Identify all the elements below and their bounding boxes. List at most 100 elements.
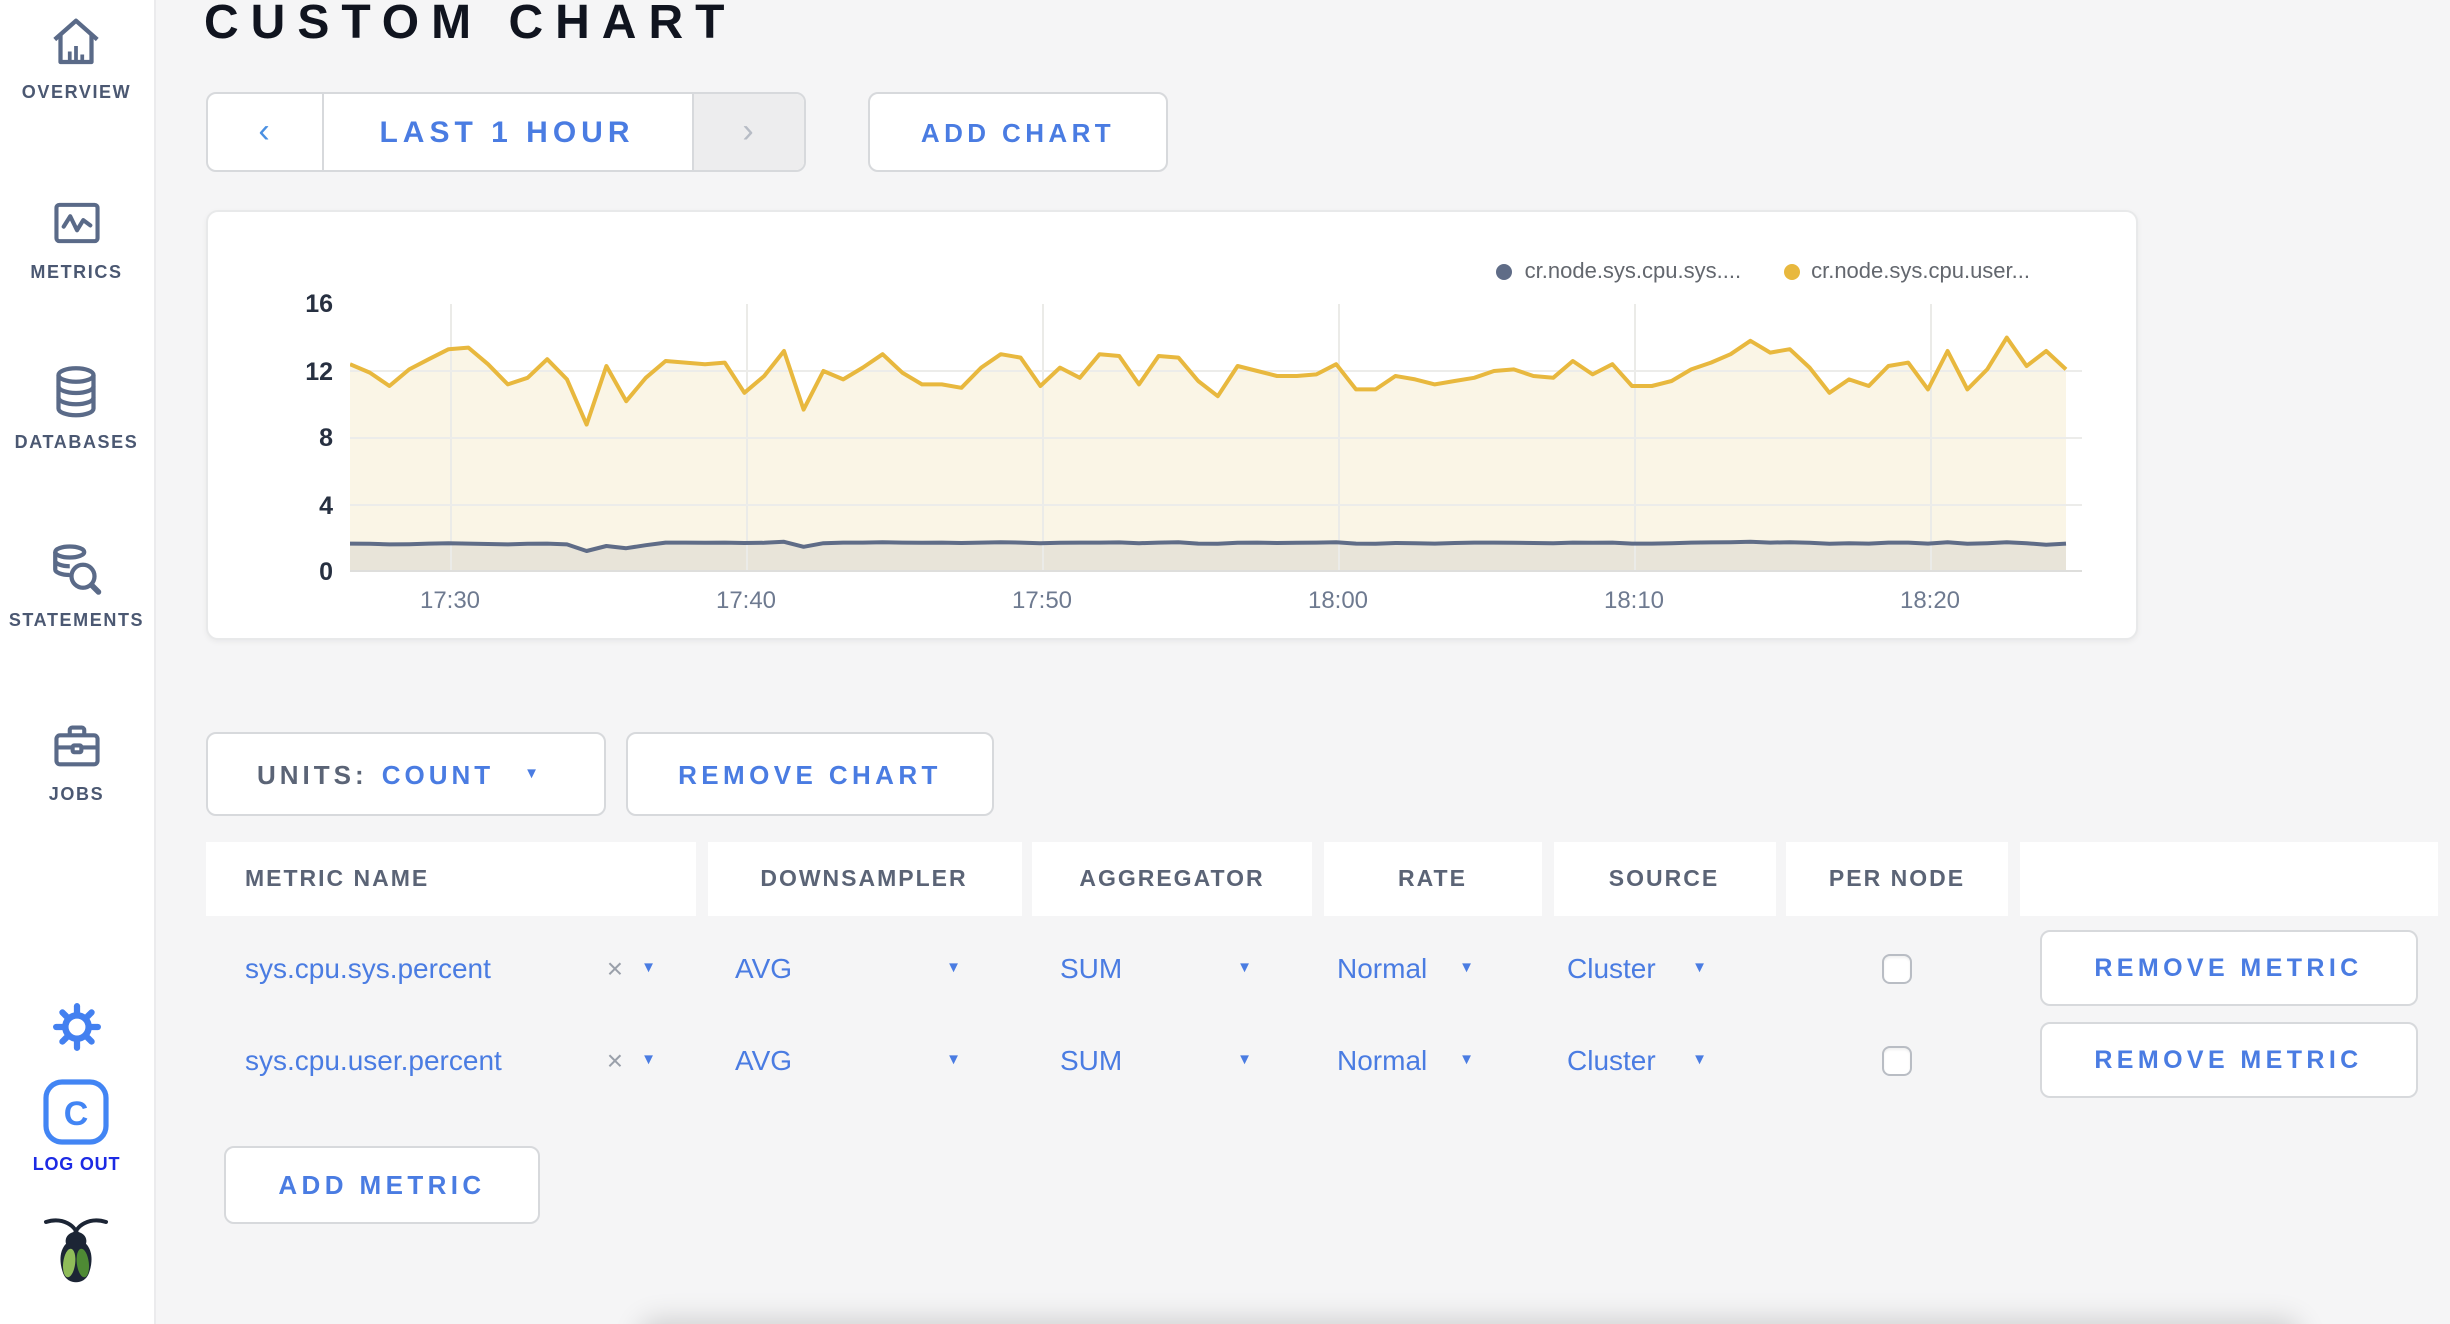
- time-range-prev-button[interactable]: ‹: [207, 94, 321, 170]
- legend-label-sys: cr.node.sys.cpu.sys....: [1524, 260, 1742, 284]
- legend-dot-user: [1783, 264, 1800, 280]
- header-actions: [2019, 842, 2438, 916]
- x-axis-tick: 18:00: [1307, 586, 1369, 614]
- chart-panel: cr.node.sys.cpu.sys.... cr.node.sys.cpu.…: [205, 210, 2138, 640]
- y-axis-tick: 0: [319, 558, 333, 586]
- chevron-down-icon: ▼: [1459, 1050, 1474, 1069]
- aggregator-value: SUM: [1060, 1044, 1123, 1076]
- y-axis-tick: 16: [305, 290, 333, 318]
- cockroach-logo: [0, 1210, 153, 1298]
- downsampler-value: AVG: [735, 1044, 793, 1076]
- home-icon: [53, 18, 100, 65]
- metric-name-dropdown[interactable]: sys.cpu.user.percent × ▼: [205, 1014, 696, 1106]
- time-range-next-button[interactable]: ›: [693, 94, 803, 170]
- metrics-icon: [53, 202, 100, 244]
- chevron-down-icon: ▼: [946, 1050, 961, 1069]
- sidebar-item-databases[interactable]: DATABASES: [0, 362, 153, 452]
- metric-name-value: sys.cpu.user.percent: [245, 1044, 502, 1076]
- rate-dropdown[interactable]: Normal ▼: [1323, 922, 1542, 1014]
- sidebar-item-overview[interactable]: OVERVIEW: [0, 12, 153, 102]
- clear-metric-icon[interactable]: ×: [606, 1044, 624, 1076]
- header-rate: RATE: [1323, 842, 1542, 916]
- metric-row: sys.cpu.sys.percent × ▼ AVG ▼ SUM ▼ Norm…: [205, 922, 2438, 1014]
- header-aggregator: AGGREGATOR: [1032, 842, 1312, 916]
- source-dropdown[interactable]: Cluster ▼: [1553, 922, 1775, 1014]
- databases-icon: [56, 366, 97, 418]
- chevron-down-icon: ▼: [1237, 958, 1252, 977]
- units-dropdown[interactable]: UNITS: COUNT ▼: [205, 732, 605, 816]
- per-node-checkbox[interactable]: [1882, 1045, 1912, 1075]
- add-metric-button[interactable]: ADD METRIC: [224, 1146, 540, 1224]
- header-metric-name: METRIC NAME: [205, 842, 696, 916]
- gear-icon: [52, 1003, 101, 1051]
- chevron-down-icon: ▼: [1692, 958, 1707, 977]
- chevron-down-icon: ▼: [641, 958, 656, 977]
- sidebar-label-databases: DATABASES: [14, 432, 139, 452]
- time-range-label-button[interactable]: LAST 1 HOUR: [321, 94, 693, 170]
- y-axis-tick: 4: [319, 491, 333, 519]
- remove-chart-button[interactable]: REMOVE CHART: [626, 732, 994, 816]
- time-range-selector: ‹ LAST 1 HOUR ›: [205, 92, 805, 172]
- downsampler-dropdown[interactable]: AVG ▼: [707, 922, 1021, 1014]
- source-value: Cluster: [1567, 952, 1656, 984]
- chart-legend: cr.node.sys.cpu.sys.... cr.node.sys.cpu.…: [1496, 260, 2030, 284]
- actions-cell: REMOVE METRIC: [2019, 922, 2438, 1014]
- sidebar-item-jobs[interactable]: JOBS: [0, 716, 153, 804]
- aggregator-value: SUM: [1060, 952, 1123, 984]
- line-chart-plot-area: [349, 304, 2081, 572]
- cockroach-bug-icon: [44, 1218, 109, 1283]
- chevron-down-icon: ▼: [641, 1050, 656, 1069]
- legend-item-user[interactable]: cr.node.sys.cpu.user...: [1783, 260, 2030, 284]
- source-dropdown[interactable]: Cluster ▼: [1553, 1014, 1775, 1106]
- clear-metric-icon[interactable]: ×: [606, 952, 624, 984]
- header-source: SOURCE: [1553, 842, 1775, 916]
- x-axis-tick: 18:20: [1899, 586, 1961, 614]
- sidebar-label-overview: OVERVIEW: [21, 82, 132, 102]
- settings-button[interactable]: [0, 1002, 153, 1052]
- remove-metric-button[interactable]: REMOVE METRIC: [2039, 1022, 2418, 1098]
- jobs-icon: [53, 725, 100, 767]
- chevron-down-icon: ▼: [946, 958, 961, 977]
- legend-label-user: cr.node.sys.cpu.user...: [1811, 260, 2030, 284]
- add-chart-button[interactable]: ADD CHART: [868, 92, 1168, 172]
- legend-dot-sys: [1496, 264, 1513, 280]
- rate-value: Normal: [1337, 1044, 1428, 1076]
- cockroach-c-icon: C: [43, 1079, 110, 1145]
- per-node-cell: [1786, 1014, 2008, 1106]
- page-title: CUSTOM CHART: [204, 0, 737, 50]
- svg-text:C: C: [64, 1095, 89, 1133]
- chevron-right-icon: ›: [742, 112, 754, 150]
- sidebar-label-statements: STATEMENTS: [8, 610, 145, 630]
- aggregator-dropdown[interactable]: SUM ▼: [1032, 1014, 1312, 1106]
- downsampler-value: AVG: [735, 952, 793, 984]
- chevron-left-icon: ‹: [258, 112, 270, 150]
- legend-item-sys[interactable]: cr.node.sys.cpu.sys....: [1496, 260, 1742, 284]
- rate-dropdown[interactable]: Normal ▼: [1323, 1014, 1542, 1106]
- source-value: Cluster: [1567, 1044, 1656, 1076]
- y-axis-tick: 8: [319, 424, 333, 452]
- sidebar-item-metrics[interactable]: METRICS: [0, 194, 153, 282]
- sidebar-label-metrics: METRICS: [30, 262, 123, 282]
- metric-name-dropdown[interactable]: sys.cpu.sys.percent × ▼: [205, 922, 696, 1014]
- chevron-down-icon: ▼: [524, 764, 543, 783]
- chevron-down-icon: ▼: [1459, 958, 1474, 977]
- units-value: COUNT: [381, 759, 495, 789]
- logout-button[interactable]: C LOG OUT: [0, 1078, 153, 1174]
- aggregator-dropdown[interactable]: SUM ▼: [1032, 922, 1312, 1014]
- time-series-chart: [349, 304, 2081, 572]
- x-axis-tick: 17:50: [1011, 586, 1073, 614]
- downsampler-dropdown[interactable]: AVG ▼: [707, 1014, 1021, 1106]
- logout-label: LOG OUT: [32, 1154, 121, 1174]
- remove-metric-button[interactable]: REMOVE METRIC: [2039, 930, 2418, 1006]
- header-per-node: PER NODE: [1786, 842, 2008, 916]
- header-downsampler: DOWNSAMPLER: [707, 842, 1021, 916]
- metrics-table-header: METRIC NAME DOWNSAMPLER AGGREGATOR RATE …: [205, 842, 2438, 916]
- sidebar-label-jobs: JOBS: [48, 784, 105, 804]
- chevron-down-icon: ▼: [1237, 1050, 1252, 1069]
- sidebar-item-statements[interactable]: STATEMENTS: [0, 540, 153, 630]
- per-node-checkbox[interactable]: [1882, 953, 1912, 983]
- actions-cell: REMOVE METRIC: [2019, 1014, 2438, 1106]
- rate-value: Normal: [1337, 952, 1428, 984]
- statements-icon: [53, 544, 102, 595]
